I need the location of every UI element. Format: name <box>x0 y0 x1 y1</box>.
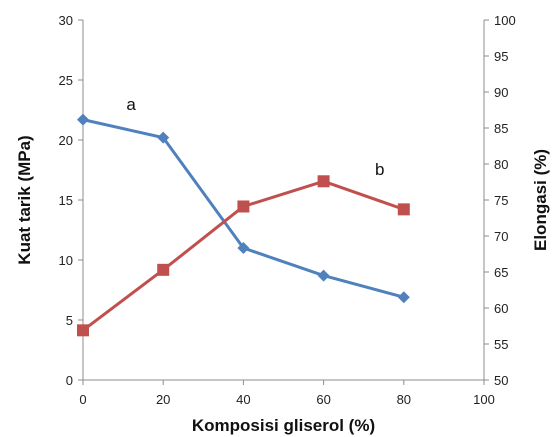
data-point <box>237 242 250 254</box>
y2-axis-label: Elongasi (%) <box>531 149 550 251</box>
y-tick-label: 30 <box>59 13 73 28</box>
data-point <box>317 175 330 188</box>
annotations: ab <box>126 95 384 179</box>
x-tick-label: 40 <box>236 392 250 407</box>
x-tick-label: 20 <box>156 392 170 407</box>
series-annotation-b: b <box>375 160 384 179</box>
data-point <box>157 263 170 276</box>
x-tick-label: 100 <box>473 392 495 407</box>
data-point <box>397 291 410 304</box>
y2-tick-label: 75 <box>494 193 508 208</box>
y-axis-label: Kuat tarik (MPa) <box>15 135 34 264</box>
y-tick-label: 25 <box>59 73 73 88</box>
y2-tick-label: 85 <box>494 121 508 136</box>
x-tick-label: 60 <box>316 392 330 407</box>
x-tick-label: 80 <box>397 392 411 407</box>
y2-tick-label: 60 <box>494 301 508 316</box>
series-annotation-a: a <box>126 95 136 114</box>
y2-tick-label: 70 <box>494 229 508 244</box>
tick-labels: 0 20 40 60 80 100 0 5 10 15 20 25 30 50 55 60 65 70 75 80 85… <box>59 13 516 407</box>
y2-tick-label: 55 <box>494 337 508 352</box>
data-point <box>237 200 250 213</box>
x-tick-label: 0 <box>79 392 86 407</box>
x-axis-label: Komposisi gliserol (%) <box>192 416 375 435</box>
series-layer <box>77 113 410 337</box>
series-1 <box>77 113 410 304</box>
y2-tick-label: 100 <box>494 13 516 28</box>
y2-tick-label: 80 <box>494 157 508 172</box>
y2-tick-label: 95 <box>494 49 508 64</box>
data-point <box>77 324 89 337</box>
y2-tick-label: 90 <box>494 85 508 100</box>
y-tick-label: 20 <box>59 133 73 148</box>
data-point <box>397 203 410 216</box>
y-tick-label: 0 <box>66 373 73 388</box>
series-2 <box>77 175 410 337</box>
data-point <box>317 269 330 282</box>
axes <box>78 19 489 385</box>
y2-tick-label: 50 <box>494 373 508 388</box>
y-tick-label: 15 <box>59 193 73 208</box>
y2-tick-label: 65 <box>494 265 508 280</box>
y-tick-label: 10 <box>59 253 73 268</box>
data-point <box>77 113 89 126</box>
data-point <box>157 131 170 144</box>
y-tick-label: 5 <box>66 313 73 328</box>
